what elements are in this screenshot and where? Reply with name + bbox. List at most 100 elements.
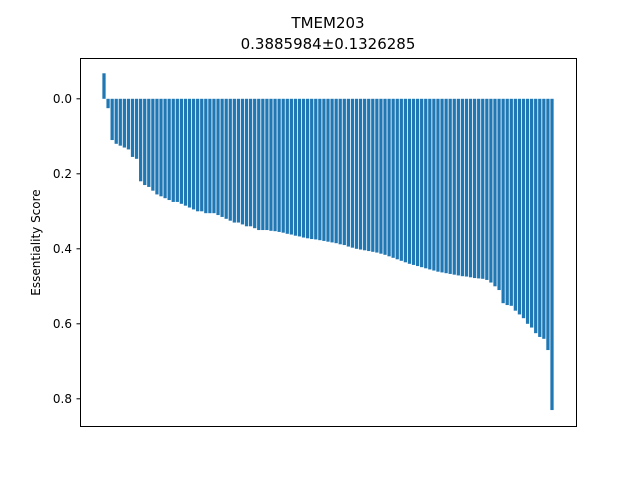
bar (436, 98, 440, 272)
bar (228, 98, 232, 221)
bar (521, 98, 526, 319)
bar (534, 98, 538, 334)
bar (147, 98, 151, 187)
y-tick-label: 0.4 (53, 242, 72, 256)
bar (224, 98, 228, 219)
bar (187, 98, 192, 208)
bar (273, 98, 277, 232)
bar (420, 98, 424, 268)
bar (248, 98, 253, 227)
bar (314, 98, 318, 240)
bar (485, 98, 489, 280)
y-tick-label: 0.8 (53, 392, 72, 406)
bar (167, 98, 171, 201)
bar (460, 98, 465, 277)
bar (509, 98, 513, 306)
bar (468, 98, 473, 278)
bar (379, 98, 383, 254)
bar (424, 98, 428, 269)
y-tick-label: 0.2 (53, 167, 72, 181)
bar (546, 98, 550, 351)
bar (122, 98, 126, 148)
bar (269, 98, 273, 231)
bar (326, 98, 330, 242)
bar (265, 98, 269, 231)
bar (277, 98, 281, 232)
bar (155, 98, 159, 195)
bar (505, 98, 509, 306)
bar (134, 98, 139, 159)
bar (196, 98, 200, 212)
bar (391, 98, 395, 258)
bar (363, 98, 367, 251)
bar (330, 98, 334, 243)
chart-subtitle: 0.3885984±0.1326285 (241, 35, 416, 53)
bar (448, 98, 452, 274)
bar (542, 98, 546, 339)
bar (183, 98, 188, 206)
bar (179, 98, 184, 204)
bar (407, 98, 412, 264)
bars-group (102, 73, 554, 411)
bar (338, 98, 342, 245)
bar (322, 98, 326, 241)
y-tick-label: 0.6 (53, 317, 72, 331)
bar (375, 98, 379, 253)
bar (244, 98, 249, 227)
bar (318, 98, 322, 241)
bar (163, 98, 167, 199)
bar (216, 98, 220, 216)
bar (444, 98, 448, 274)
bar (493, 98, 497, 287)
bar (191, 98, 196, 210)
bar (257, 98, 261, 231)
bar (342, 98, 346, 246)
bar (232, 98, 236, 223)
bar (253, 98, 257, 229)
bar (403, 98, 408, 263)
bar (383, 98, 387, 255)
bar (301, 98, 306, 238)
bar (334, 98, 338, 244)
bar (200, 98, 204, 212)
bar (497, 98, 501, 291)
bar (126, 98, 131, 150)
bar (481, 98, 485, 279)
bar (212, 98, 216, 214)
bar (143, 98, 147, 186)
bar (415, 98, 420, 267)
bar (285, 98, 289, 234)
bar (464, 98, 469, 277)
bar (171, 98, 175, 202)
bar (428, 98, 432, 270)
bar (310, 98, 314, 240)
bar (440, 98, 444, 273)
bar (102, 73, 106, 99)
bar (525, 98, 530, 324)
bar (151, 98, 155, 191)
bar (538, 98, 542, 337)
bar (371, 98, 375, 252)
bar (346, 98, 350, 247)
bar (236, 98, 241, 223)
y-tick-label: 0.0 (53, 92, 72, 106)
bar (293, 98, 298, 236)
bar (350, 98, 355, 248)
bar (354, 98, 359, 249)
bar (306, 98, 310, 239)
bar (367, 98, 371, 252)
bar (281, 98, 285, 233)
bar (139, 98, 143, 182)
bar (452, 98, 456, 275)
y-axis-label: Essentiality Score (29, 189, 43, 295)
bar (110, 98, 114, 141)
bar (387, 98, 391, 257)
bar (220, 98, 224, 217)
bar (411, 98, 416, 265)
bar (106, 98, 110, 109)
bar (204, 98, 208, 214)
bar (489, 98, 493, 283)
bar (501, 98, 505, 304)
bar (432, 98, 436, 271)
